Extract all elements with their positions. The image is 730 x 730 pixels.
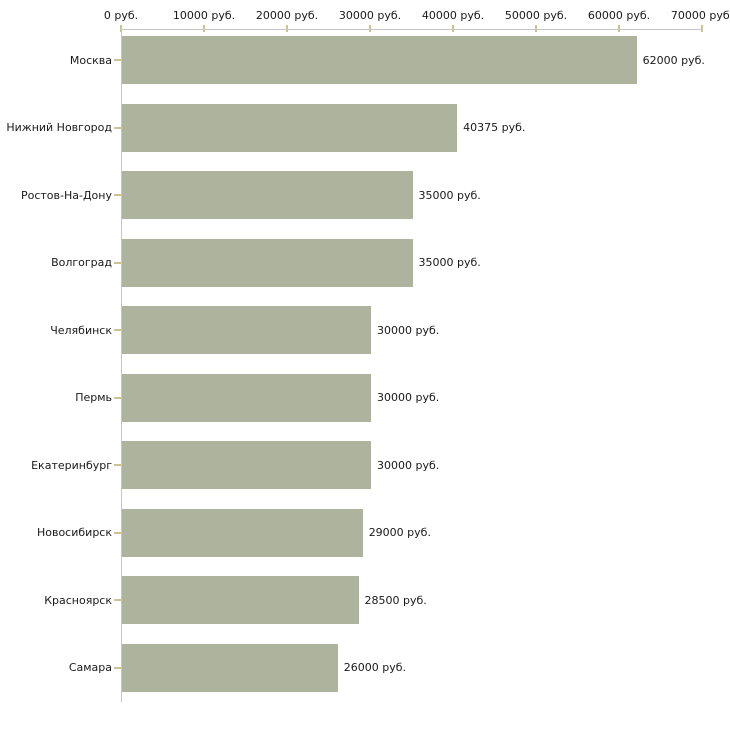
category-label: Екатеринбург [31, 458, 112, 472]
x-axis-tick-mark [701, 25, 703, 32]
x-axis-tick-mark [369, 25, 371, 32]
x-axis-tick-label: 10000 руб. [172, 9, 236, 22]
x-axis-line [121, 29, 703, 30]
category-label: Ростов-На-Дону [20, 188, 112, 202]
x-axis-tick-mark [203, 25, 205, 32]
category-label: Москва [69, 53, 112, 67]
bar [122, 36, 637, 84]
bar [122, 238, 413, 287]
category-label: Волгоград [51, 256, 112, 269]
x-axis-tick-mark [286, 25, 288, 32]
y-axis-line [121, 29, 122, 702]
x-axis-tick-mark [452, 25, 454, 32]
x-axis-tick-label: 30000 руб. [338, 9, 402, 22]
category-tick-mark [114, 396, 121, 399]
bar [122, 103, 458, 152]
x-axis-tick-label: 60000 руб. [587, 9, 651, 22]
bar [122, 643, 338, 692]
category-label: Пермь [75, 391, 112, 404]
value-label: 62000 руб. [642, 53, 705, 67]
x-axis-tick-mark [535, 25, 537, 32]
category-label: Красноярск [44, 593, 112, 607]
x-axis-tick-label: 0 руб. [103, 9, 139, 22]
bar [122, 441, 371, 489]
category-tick-mark [114, 464, 121, 466]
bar [122, 508, 363, 557]
category-tick-mark [114, 599, 121, 601]
category-tick-mark [114, 531, 121, 534]
bar [122, 576, 359, 624]
category-label: Самара [68, 661, 112, 674]
category-tick-mark [114, 59, 121, 61]
x-axis-tick-mark [618, 25, 620, 32]
x-axis-tick-label: 50000 руб. [504, 9, 568, 22]
category-tick-mark [114, 329, 121, 331]
x-axis-tick-label: 70000 руб. [670, 9, 730, 22]
value-label: 29000 руб. [368, 526, 431, 539]
value-label: 35000 руб. [418, 256, 481, 269]
bar [122, 171, 413, 219]
category-label: Новосибирск [36, 526, 112, 539]
bar [122, 373, 371, 422]
category-tick-mark [114, 666, 121, 669]
category-tick-mark [114, 126, 121, 129]
value-label: 26000 руб. [343, 661, 407, 674]
value-label: 30000 руб. [377, 391, 440, 404]
category-tick-mark [114, 194, 121, 196]
category-tick-mark [114, 261, 121, 264]
x-axis-tick-mark [120, 25, 122, 32]
value-label: 30000 руб. [377, 323, 440, 337]
value-label: 40375 руб. [463, 121, 526, 134]
bar [122, 306, 371, 354]
category-label: Челябинск [50, 323, 112, 337]
value-label: 35000 руб. [418, 188, 481, 202]
category-label: Нижний Новгород [6, 121, 112, 134]
value-label: 28500 руб. [364, 593, 427, 607]
x-axis-tick-label: 20000 руб. [255, 9, 319, 22]
x-axis-tick-label: 40000 руб. [421, 9, 485, 22]
value-label: 30000 руб. [377, 458, 440, 472]
